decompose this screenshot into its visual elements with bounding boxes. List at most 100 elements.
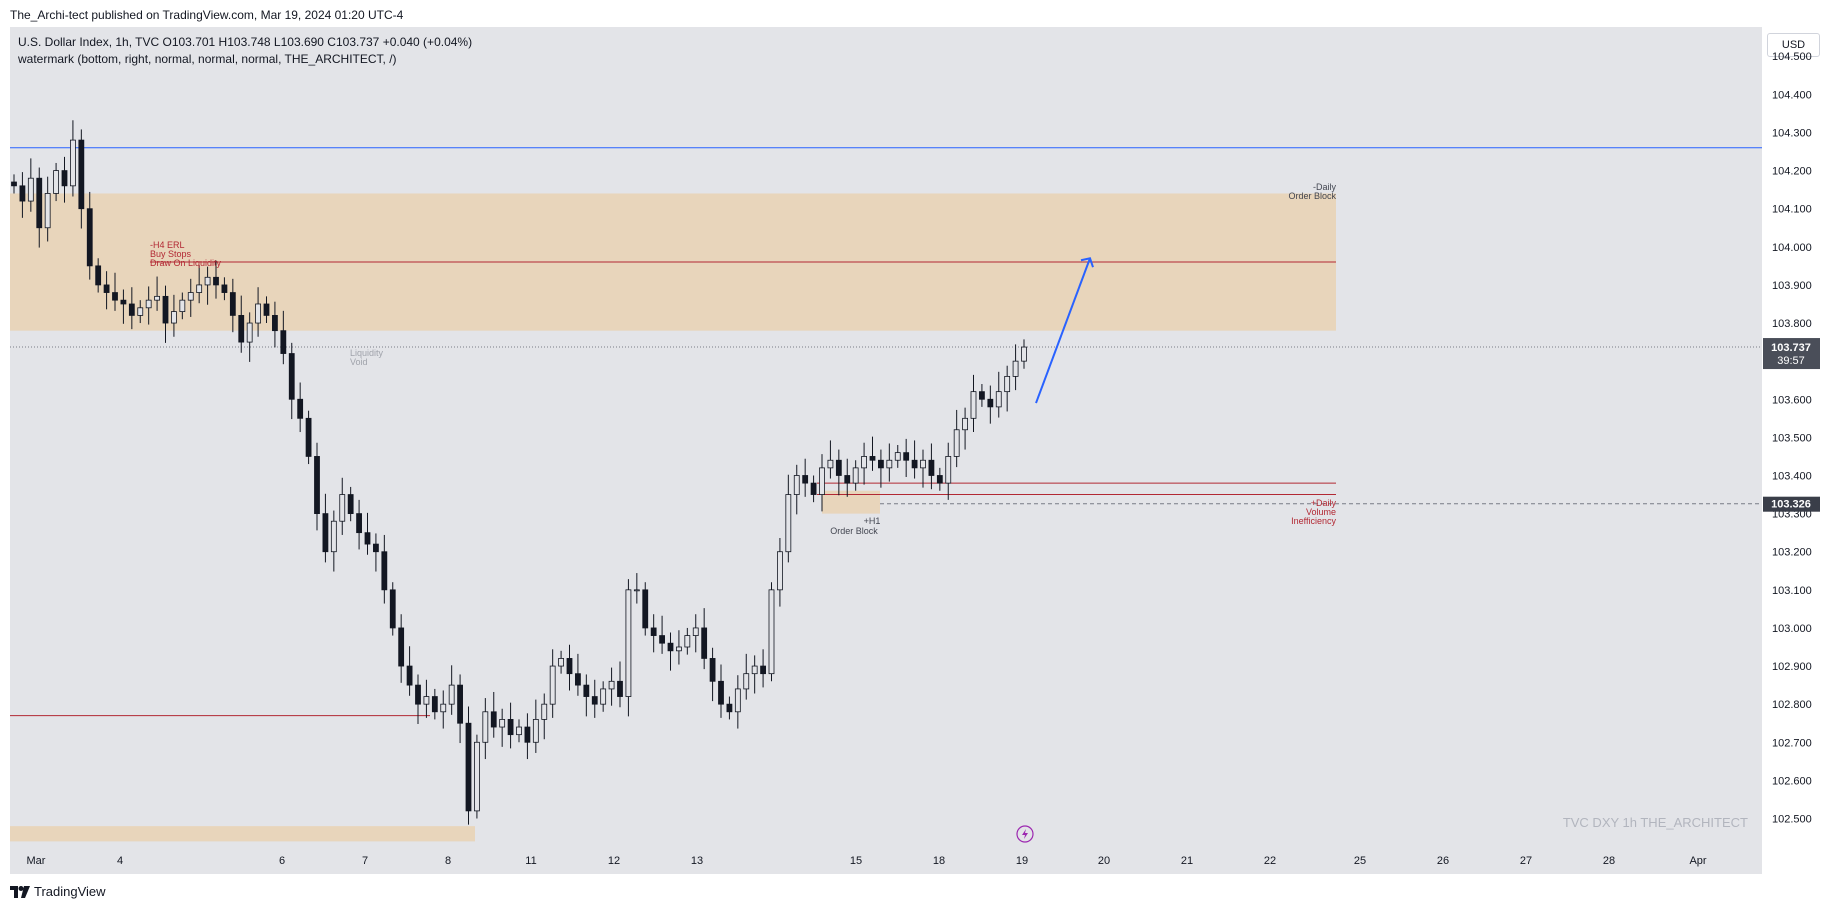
candle[interactable]: [457, 684, 463, 724]
candle[interactable]: [835, 459, 842, 476]
candle[interactable]: [962, 417, 968, 431]
candle[interactable]: [920, 459, 926, 469]
candle[interactable]: [785, 494, 792, 553]
candle[interactable]: [213, 276, 219, 286]
candle[interactable]: [684, 635, 691, 648]
candle[interactable]: [305, 417, 312, 457]
candle[interactable]: [777, 551, 783, 591]
candle[interactable]: [1021, 346, 1027, 362]
candle[interactable]: [448, 684, 455, 705]
candle[interactable]: [869, 456, 876, 461]
candle[interactable]: [347, 494, 354, 515]
candle[interactable]: [583, 684, 590, 697]
candle[interactable]: [171, 311, 177, 324]
candle[interactable]: [229, 292, 236, 316]
candle[interactable]: [734, 688, 741, 713]
candle[interactable]: [431, 696, 438, 713]
candle[interactable]: [819, 467, 825, 495]
candle[interactable]: [238, 315, 245, 343]
candle[interactable]: [373, 543, 379, 553]
candle[interactable]: [979, 391, 985, 400]
candle[interactable]: [633, 589, 640, 592]
candle[interactable]: [861, 456, 867, 469]
candle[interactable]: [608, 680, 615, 690]
candle[interactable]: [398, 627, 405, 667]
candle[interactable]: [490, 711, 497, 728]
candle[interactable]: [987, 398, 994, 408]
candle[interactable]: [11, 181, 17, 187]
candle[interactable]: [709, 658, 716, 682]
candle[interactable]: [339, 494, 346, 522]
candle[interactable]: [19, 185, 26, 202]
candle[interactable]: [137, 307, 144, 316]
candle[interactable]: [53, 170, 59, 194]
candle[interactable]: [911, 459, 918, 469]
candle[interactable]: [499, 719, 506, 728]
candle[interactable]: [953, 429, 960, 457]
candle[interactable]: [272, 315, 278, 332]
candle[interactable]: [128, 303, 135, 316]
lightning-icon[interactable]: [1016, 825, 1034, 843]
candle[interactable]: [945, 456, 952, 484]
order-block-zone[interactable]: [822, 490, 880, 514]
candle[interactable]: [44, 193, 51, 229]
candle[interactable]: [120, 299, 127, 305]
candle[interactable]: [970, 391, 977, 419]
candle[interactable]: [692, 627, 699, 636]
candle[interactable]: [364, 532, 371, 545]
order-block-zone[interactable]: [10, 826, 475, 842]
candle[interactable]: [802, 475, 809, 484]
candle[interactable]: [288, 353, 295, 400]
candle[interactable]: [810, 482, 817, 495]
candle[interactable]: [356, 513, 362, 534]
candle[interactable]: [145, 299, 152, 309]
candle[interactable]: [793, 475, 800, 495]
price-axis[interactable]: [1762, 27, 1835, 874]
candle[interactable]: [314, 456, 320, 515]
candle[interactable]: [330, 520, 337, 553]
candle[interactable]: [701, 627, 708, 659]
candle[interactable]: [61, 170, 68, 187]
candle[interactable]: [179, 299, 186, 313]
candle[interactable]: [726, 703, 733, 713]
candle[interactable]: [440, 703, 447, 713]
candle[interactable]: [575, 673, 581, 686]
candle[interactable]: [204, 276, 211, 286]
candle[interactable]: [154, 295, 160, 301]
footer-brand[interactable]: TradingView: [10, 884, 106, 899]
candle[interactable]: [591, 696, 598, 705]
candle[interactable]: [524, 726, 531, 743]
candle[interactable]: [650, 627, 657, 636]
candle[interactable]: [532, 719, 539, 743]
candle[interactable]: [844, 475, 851, 484]
candle[interactable]: [642, 589, 649, 629]
candle[interactable]: [516, 726, 522, 736]
candle[interactable]: [549, 665, 556, 705]
candle[interactable]: [600, 688, 607, 705]
candle[interactable]: [852, 467, 859, 484]
candle[interactable]: [297, 398, 304, 419]
candle[interactable]: [667, 642, 674, 652]
candle[interactable]: [751, 665, 758, 675]
candle[interactable]: [1004, 375, 1011, 393]
candle[interactable]: [112, 292, 118, 301]
candle[interactable]: [507, 719, 514, 736]
candle[interactable]: [558, 658, 564, 667]
candle[interactable]: [768, 589, 775, 675]
candle[interactable]: [187, 292, 194, 301]
candle[interactable]: [995, 391, 1002, 408]
candle[interactable]: [423, 696, 430, 705]
candle[interactable]: [389, 589, 396, 629]
marked-price-badge[interactable]: [1763, 496, 1820, 512]
indicator-legend[interactable]: watermark (bottom, right, normal, normal…: [18, 52, 397, 66]
candle[interactable]: [263, 303, 270, 316]
projection-arrow[interactable]: [1035, 257, 1091, 404]
candle[interactable]: [1012, 360, 1019, 377]
candle[interactable]: [103, 284, 110, 293]
candle[interactable]: [322, 513, 329, 553]
candle[interactable]: [878, 459, 884, 469]
candle[interactable]: [255, 303, 261, 324]
last-price-badge[interactable]: [1763, 338, 1820, 370]
candle[interactable]: [246, 322, 253, 343]
